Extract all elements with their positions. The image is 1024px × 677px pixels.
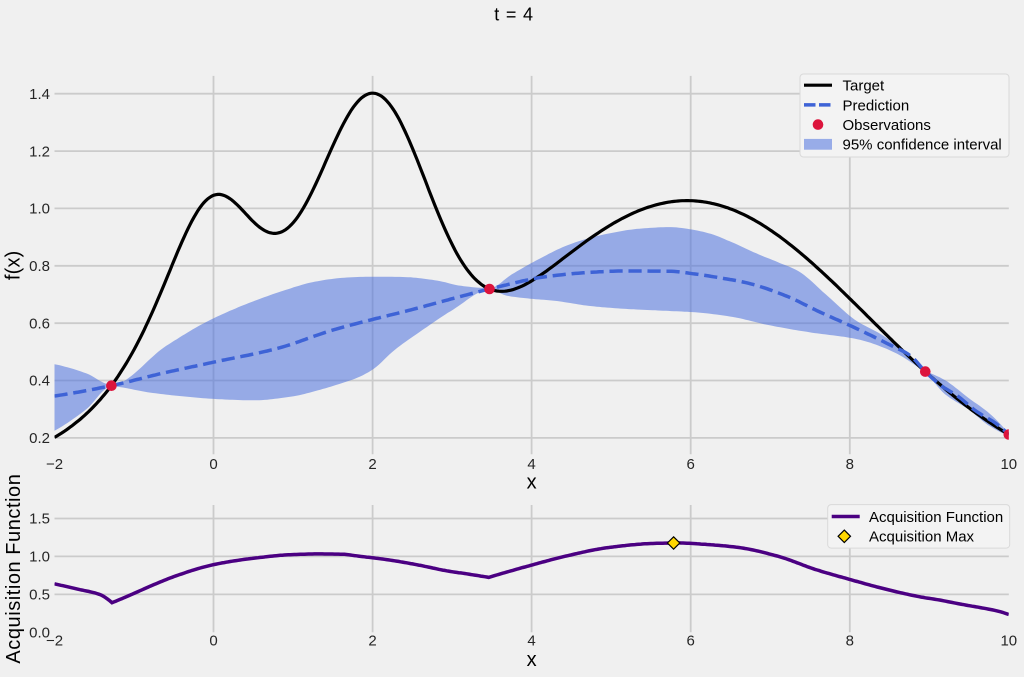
svg-text:6: 6 bbox=[687, 456, 695, 473]
svg-text:8: 8 bbox=[846, 456, 854, 473]
svg-text:0.6: 0.6 bbox=[29, 315, 50, 332]
svg-text:4: 4 bbox=[527, 456, 535, 473]
svg-text:1.2: 1.2 bbox=[29, 143, 50, 160]
svg-text:0.2: 0.2 bbox=[29, 430, 50, 447]
svg-text:0.4: 0.4 bbox=[29, 373, 50, 390]
svg-text:Prediction: Prediction bbox=[843, 97, 910, 114]
svg-text:0: 0 bbox=[209, 632, 217, 649]
svg-text:0: 0 bbox=[209, 456, 217, 473]
svg-text:1.0: 1.0 bbox=[29, 549, 50, 566]
svg-text:95% confidence interval: 95% confidence interval bbox=[843, 137, 1002, 154]
svg-text:1.5: 1.5 bbox=[29, 511, 50, 528]
svg-text:6: 6 bbox=[687, 632, 695, 649]
svg-text:1.4: 1.4 bbox=[29, 86, 50, 103]
svg-text:0.5: 0.5 bbox=[29, 587, 50, 604]
svg-text:f(x): f(x) bbox=[3, 250, 25, 280]
svg-text:2: 2 bbox=[368, 632, 376, 649]
svg-text:t = 4: t = 4 bbox=[494, 5, 534, 25]
svg-text:0.8: 0.8 bbox=[29, 258, 50, 275]
svg-text:8: 8 bbox=[846, 632, 854, 649]
svg-text:Acquisition Function: Acquisition Function bbox=[3, 474, 25, 664]
svg-text:1.0: 1.0 bbox=[29, 201, 50, 218]
svg-text:Acquisition Max: Acquisition Max bbox=[869, 529, 975, 546]
svg-text:−2: −2 bbox=[46, 456, 63, 473]
svg-text:4: 4 bbox=[527, 632, 535, 649]
svg-text:Acquisition Function: Acquisition Function bbox=[869, 509, 1003, 526]
svg-text:−2: −2 bbox=[46, 632, 63, 649]
svg-text:Observations: Observations bbox=[843, 117, 931, 134]
svg-text:10: 10 bbox=[1000, 456, 1017, 473]
svg-text:x: x bbox=[527, 649, 537, 671]
svg-text:10: 10 bbox=[1000, 632, 1017, 649]
svg-text:0.0: 0.0 bbox=[29, 625, 50, 642]
svg-text:Target: Target bbox=[843, 78, 886, 95]
svg-text:2: 2 bbox=[368, 456, 376, 473]
svg-text:x: x bbox=[527, 472, 537, 494]
